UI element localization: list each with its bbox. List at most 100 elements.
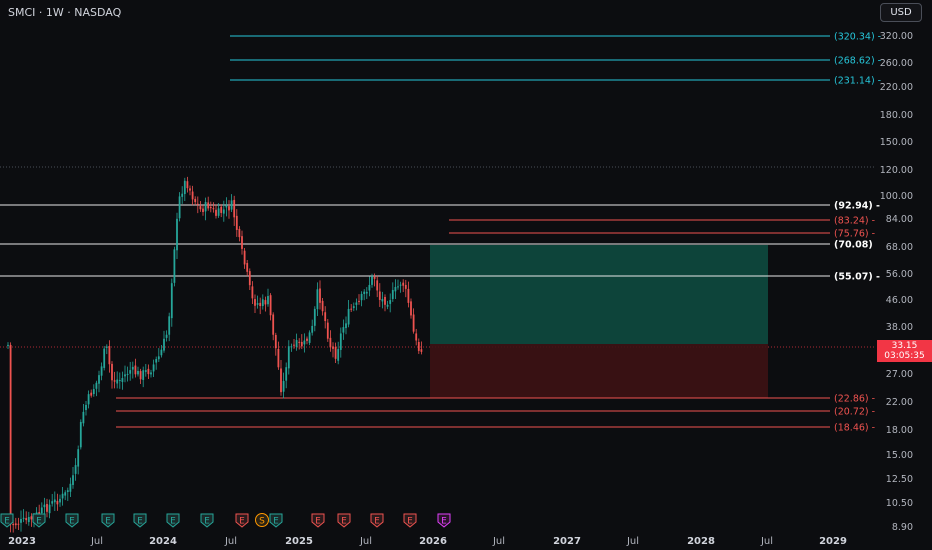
candle-body <box>280 368 282 393</box>
candle-body <box>399 284 402 286</box>
marker-shape <box>133 513 147 528</box>
candle-body <box>397 286 399 288</box>
time-axis-label: 2023 <box>8 536 36 547</box>
candle-body <box>306 338 308 341</box>
candle-body <box>163 338 165 351</box>
candle-body <box>30 516 33 520</box>
candle-body <box>311 325 314 333</box>
candle-body <box>243 250 246 265</box>
candle-body <box>7 344 9 346</box>
marker-letter: E <box>105 517 111 527</box>
candle-body <box>378 291 381 300</box>
candle-body <box>40 507 43 514</box>
candle-body <box>27 517 30 523</box>
marker-shape <box>311 513 325 528</box>
time-axis-label: 2025 <box>285 536 313 547</box>
candle-body <box>324 312 327 322</box>
symbol-title[interactable]: SMCI · 1W · NASDAQ <box>8 6 122 19</box>
candle-body <box>82 411 85 424</box>
candle-body <box>121 378 124 382</box>
level-label: (268.62) - <box>834 56 881 67</box>
candle-body <box>308 332 311 343</box>
time-axis-label: Jul <box>90 536 103 547</box>
price-axis-label: 27.00 <box>886 369 913 380</box>
price-axis-label: 320.00 <box>880 31 913 42</box>
marker-shape <box>269 513 283 528</box>
price-axis-label: 18.00 <box>886 425 913 436</box>
candle-body <box>69 483 72 492</box>
marker-letter: E <box>4 517 10 527</box>
candle-body <box>225 205 228 208</box>
candle-body <box>103 348 106 368</box>
earnings-marker: E <box>32 513 46 528</box>
split-marker: S <box>255 513 269 527</box>
candle-body <box>142 370 145 380</box>
candle-body <box>404 284 407 289</box>
candle-body <box>92 389 95 395</box>
candle-body <box>134 365 137 375</box>
marker-shape <box>200 513 214 528</box>
candle-body <box>61 493 64 499</box>
candle-body <box>100 366 103 376</box>
candle-body <box>85 404 87 411</box>
time-axis-label: Jul <box>224 536 237 547</box>
candle-body <box>339 333 342 350</box>
candle-body <box>168 316 171 335</box>
candle-body <box>155 359 158 363</box>
time-axis-label: Jul <box>760 536 773 547</box>
candle-body <box>150 372 152 375</box>
candle-body <box>365 291 368 294</box>
candle-body <box>355 302 358 305</box>
candle-body <box>116 379 119 384</box>
candle-body <box>282 381 285 392</box>
marker-letter: E <box>341 517 347 527</box>
price-axis-label: 68.00 <box>886 242 913 253</box>
candle-body <box>329 337 332 348</box>
candle-body <box>303 340 306 345</box>
currency-button[interactable]: USD <box>880 3 922 22</box>
candle-body <box>90 392 93 396</box>
candle-body <box>20 519 22 523</box>
price-axis-label: 12.50 <box>886 474 913 485</box>
candle-body <box>251 286 254 299</box>
candle-body <box>298 341 301 343</box>
candle-body <box>51 501 54 504</box>
price-axis-label: 100.00 <box>880 191 913 202</box>
candle-body <box>384 296 386 305</box>
profit-zone <box>430 245 768 344</box>
candle-body <box>152 364 155 372</box>
candle-body <box>363 291 366 294</box>
candle-body <box>402 282 405 286</box>
candle-body <box>337 349 340 361</box>
candle-body <box>12 523 15 526</box>
candle-body <box>220 206 223 213</box>
candle-body <box>111 363 113 381</box>
marker-letter: E <box>407 517 413 527</box>
marker-letter: E <box>239 517 245 527</box>
earnings-marker: E <box>101 513 115 528</box>
candle-body <box>415 333 418 341</box>
candle-body <box>287 346 290 369</box>
time-axis-label: 2029 <box>819 536 847 547</box>
candle-body <box>176 218 178 251</box>
candle-body <box>358 300 360 302</box>
earnings-marker: E <box>311 513 325 528</box>
price-axis-label: 10.50 <box>886 498 913 509</box>
level-label: (231.14) - <box>834 76 881 87</box>
candle-body <box>342 327 345 333</box>
candle-body <box>345 323 347 329</box>
candle-body <box>126 373 129 375</box>
marker-shape <box>403 513 417 528</box>
candle-body <box>108 346 111 365</box>
candle-body <box>183 180 186 195</box>
marker-shape <box>65 513 79 528</box>
candle-body <box>14 523 17 526</box>
time-axis-label: Jul <box>492 536 505 547</box>
marker-letter: E <box>36 517 42 527</box>
candle-body <box>352 306 355 308</box>
marker-letter: E <box>273 517 279 527</box>
level-label: (70.08) <box>834 240 873 251</box>
marker-letter: E <box>315 517 321 527</box>
marker-shape <box>32 513 46 528</box>
